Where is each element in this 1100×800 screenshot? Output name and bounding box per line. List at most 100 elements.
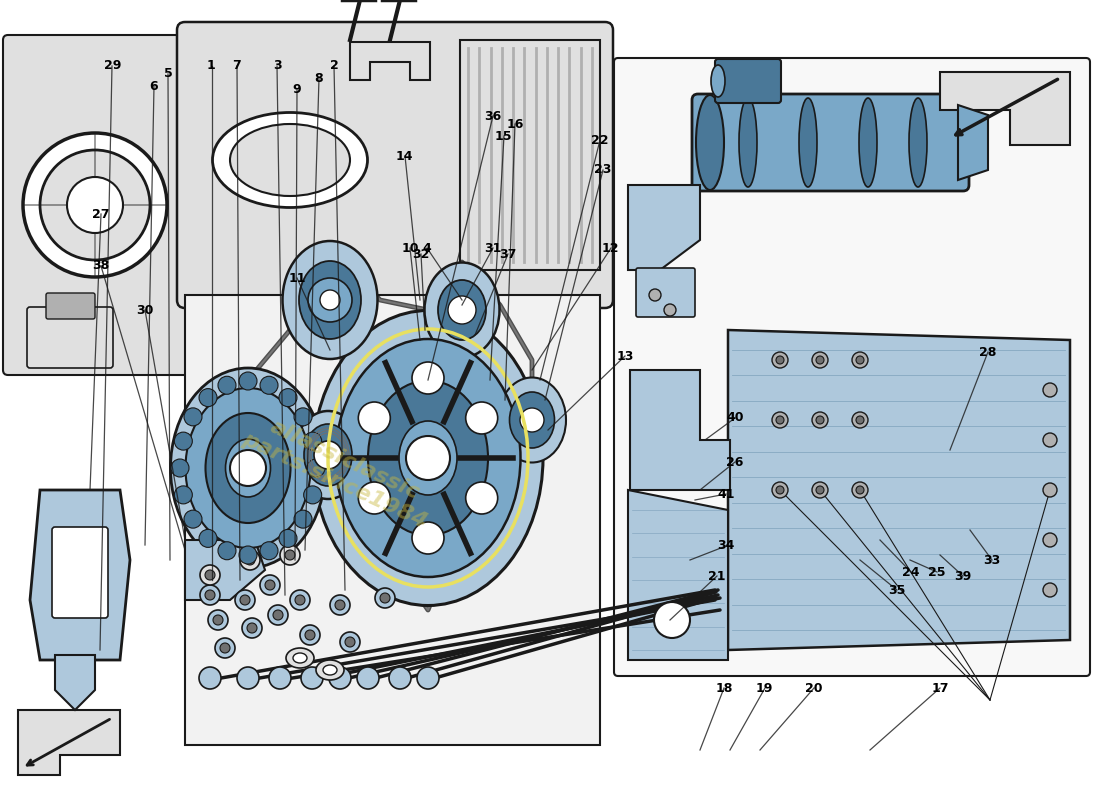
Circle shape — [812, 352, 828, 368]
Ellipse shape — [909, 98, 927, 187]
Circle shape — [406, 436, 450, 480]
Text: 23: 23 — [594, 163, 612, 176]
Text: 22: 22 — [591, 134, 608, 146]
Text: 40: 40 — [726, 411, 744, 424]
FancyBboxPatch shape — [3, 35, 192, 375]
Circle shape — [205, 570, 214, 580]
Circle shape — [240, 595, 250, 605]
Text: 12: 12 — [602, 242, 619, 254]
Circle shape — [260, 542, 278, 560]
Circle shape — [856, 486, 864, 494]
Circle shape — [336, 600, 345, 610]
Ellipse shape — [186, 388, 310, 548]
Circle shape — [279, 389, 297, 406]
Ellipse shape — [316, 660, 344, 680]
Circle shape — [1043, 483, 1057, 497]
Circle shape — [213, 615, 223, 625]
Circle shape — [465, 402, 497, 434]
Ellipse shape — [286, 648, 313, 668]
Circle shape — [199, 389, 217, 406]
Ellipse shape — [206, 413, 290, 523]
Circle shape — [40, 150, 150, 260]
Circle shape — [301, 667, 323, 689]
Circle shape — [314, 441, 342, 469]
Text: 1: 1 — [207, 59, 216, 72]
Circle shape — [816, 416, 824, 424]
Circle shape — [205, 590, 214, 600]
Circle shape — [285, 550, 295, 560]
FancyBboxPatch shape — [28, 307, 113, 368]
Text: 34: 34 — [717, 539, 735, 552]
Ellipse shape — [739, 98, 757, 187]
Text: 15: 15 — [495, 130, 513, 142]
Circle shape — [359, 402, 390, 434]
Circle shape — [268, 605, 288, 625]
Text: 6: 6 — [150, 80, 158, 93]
FancyBboxPatch shape — [185, 295, 600, 745]
Text: 5: 5 — [164, 67, 173, 80]
Circle shape — [412, 522, 444, 554]
Text: 19: 19 — [756, 682, 773, 694]
Circle shape — [852, 412, 868, 428]
Polygon shape — [55, 655, 95, 710]
Circle shape — [816, 486, 824, 494]
Circle shape — [852, 482, 868, 498]
Circle shape — [654, 602, 690, 638]
Circle shape — [359, 482, 390, 514]
Circle shape — [199, 530, 217, 547]
Text: 2: 2 — [330, 59, 339, 72]
Circle shape — [214, 638, 235, 658]
Circle shape — [320, 290, 340, 310]
Circle shape — [1043, 383, 1057, 397]
Circle shape — [776, 486, 784, 494]
Circle shape — [649, 289, 661, 301]
Circle shape — [375, 588, 395, 608]
Circle shape — [218, 376, 236, 394]
Circle shape — [1043, 583, 1057, 597]
Circle shape — [340, 632, 360, 652]
Circle shape — [200, 565, 220, 585]
FancyBboxPatch shape — [636, 268, 695, 317]
Ellipse shape — [230, 124, 350, 196]
Ellipse shape — [425, 262, 499, 358]
Circle shape — [184, 408, 202, 426]
Text: 10: 10 — [402, 242, 419, 254]
Ellipse shape — [368, 381, 488, 535]
Ellipse shape — [294, 411, 362, 499]
Circle shape — [199, 667, 221, 689]
Text: 26: 26 — [726, 456, 744, 469]
Circle shape — [236, 667, 258, 689]
Circle shape — [265, 580, 275, 590]
Circle shape — [379, 593, 390, 603]
FancyBboxPatch shape — [46, 293, 95, 319]
Text: 27: 27 — [92, 208, 110, 221]
Circle shape — [776, 356, 784, 364]
Circle shape — [330, 595, 350, 615]
Circle shape — [220, 643, 230, 653]
Circle shape — [260, 575, 280, 595]
Ellipse shape — [212, 113, 367, 207]
Circle shape — [208, 610, 228, 630]
Circle shape — [294, 408, 312, 426]
Circle shape — [772, 352, 788, 368]
Circle shape — [1043, 533, 1057, 547]
Circle shape — [240, 550, 260, 570]
Circle shape — [294, 510, 312, 528]
Circle shape — [239, 546, 257, 564]
Circle shape — [772, 412, 788, 428]
Circle shape — [308, 278, 352, 322]
Circle shape — [242, 618, 262, 638]
Ellipse shape — [226, 439, 271, 497]
Circle shape — [200, 585, 220, 605]
Circle shape — [776, 416, 784, 424]
Circle shape — [412, 362, 444, 394]
Text: 11: 11 — [288, 272, 306, 285]
Circle shape — [23, 133, 167, 277]
Ellipse shape — [696, 95, 724, 190]
Text: 13: 13 — [616, 350, 634, 362]
Circle shape — [245, 555, 255, 565]
Circle shape — [520, 408, 544, 432]
Text: 21: 21 — [708, 570, 726, 582]
Text: 4: 4 — [422, 242, 431, 254]
Text: 25: 25 — [928, 566, 946, 578]
